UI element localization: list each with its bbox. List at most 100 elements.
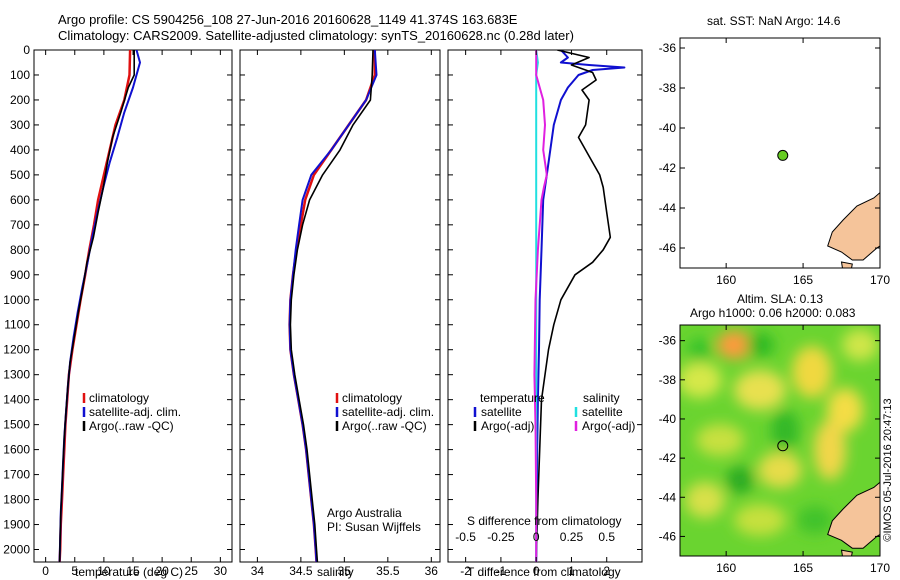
- x-tick-label: 0: [42, 564, 49, 578]
- x-tick-label: 25: [185, 564, 199, 578]
- diff-sal-argo-line: [533, 50, 548, 562]
- map-y-tick-label: -42: [659, 161, 677, 175]
- map-frame: [679, 37, 881, 269]
- map-y-tick-label: -40: [659, 412, 677, 426]
- depth-tick-label: 1300: [3, 368, 30, 382]
- depth-tick-label: 1200: [3, 343, 30, 357]
- depth-tick-label: 1800: [3, 493, 30, 507]
- top-tick-label: 0.5: [598, 530, 615, 544]
- panel-frame-salinity: [239, 49, 441, 563]
- map-y-tick-label: -38: [659, 373, 677, 387]
- map-x-tick-label: 165: [793, 561, 813, 575]
- x-tick-label: -1: [496, 564, 507, 578]
- island-polygon: [840, 261, 853, 268]
- temp-argo-line: [58, 50, 135, 562]
- series-group-temperature: [58, 50, 141, 562]
- x-tick-label: 10: [97, 564, 111, 578]
- header-line-1: Argo profile: CS 5904256_108 27-Jun-2016…: [58, 12, 518, 27]
- depth-tick-label: 900: [10, 268, 30, 282]
- x-tick-label: 36: [425, 564, 439, 578]
- depth-tick-label: 100: [10, 68, 30, 82]
- x-tick-label: 0: [533, 564, 540, 578]
- map-sst-title: sat. SST: NaN Argo: 14.6: [707, 14, 841, 28]
- depth-tick-label: 1700: [3, 468, 30, 482]
- sla-blob: [688, 338, 712, 362]
- island-polygon: [840, 549, 853, 556]
- top-tick-label: -0.5: [455, 530, 476, 544]
- sal-satellite-line: [288, 50, 378, 562]
- legend-diff-temp-argo: Argo(-adj): [481, 419, 535, 433]
- top-tick-label: 0.25: [560, 530, 584, 544]
- x-tick-label: 5: [71, 564, 78, 578]
- x-tick-label: 1: [568, 564, 575, 578]
- imos-watermark: ©IMOS 05-Jul-2016 20:47:13: [882, 398, 894, 542]
- sla-blobs: [680, 329, 878, 536]
- diff-temp-argo-line: [535, 50, 612, 562]
- sla-blob: [758, 452, 802, 488]
- credit-line-1: Argo Australia: [327, 506, 402, 520]
- x-tick-label: 15: [126, 564, 140, 578]
- sla-blob: [696, 424, 744, 456]
- sla-blob: [685, 482, 725, 518]
- land-polygon: [827, 191, 880, 261]
- x-tick-label: 35: [338, 564, 352, 578]
- legend-sal-satellite: satellite-adj. clim.: [342, 405, 435, 419]
- top-tick-label: 0: [533, 530, 540, 544]
- sla-blob: [680, 362, 722, 398]
- sla-blob: [792, 346, 832, 398]
- depth-tick-label: 400: [10, 143, 30, 157]
- x-tick-label: 35.5: [376, 564, 400, 578]
- credit-line-2: PI: Susan Wijffels: [327, 520, 421, 534]
- x-tick-label: 2: [603, 564, 610, 578]
- map-x-tick-label: 160: [716, 561, 736, 575]
- legend-temp-satellite: satellite-adj. clim.: [89, 405, 182, 419]
- depth-tick-label: 200: [10, 93, 30, 107]
- depth-tick-label: 1400: [3, 393, 30, 407]
- legend-sal-argo: Argo(..raw -QC): [342, 419, 427, 433]
- depth-tick-label: 700: [10, 218, 30, 232]
- sla-blob: [734, 370, 786, 410]
- map-y-tick-label: -36: [659, 334, 677, 348]
- sla-blob: [726, 466, 754, 494]
- temp-axis-label: temperature (deg C): [75, 565, 184, 579]
- map-land-group-1: [827, 481, 880, 556]
- legend-diff-sal-argo: Argo(-adj): [582, 419, 636, 433]
- sla-blob: [771, 410, 799, 450]
- depth-tick-label: 0: [23, 43, 30, 57]
- legend-diff-temp-head: temperature: [480, 391, 545, 405]
- depth-tick-label: 1600: [3, 443, 30, 457]
- depth-tick-label: 300: [10, 118, 30, 132]
- diff-temp-satellite-line: [535, 50, 626, 562]
- map-y-tick-label: -42: [659, 451, 677, 465]
- map-x-tick-label: 160: [716, 273, 736, 287]
- map-frame: [679, 324, 881, 557]
- x-tick-label: 30: [214, 564, 228, 578]
- depth-tick-label: 800: [10, 243, 30, 257]
- float-position-marker: [777, 440, 789, 452]
- sal-axis-label: salinity: [317, 565, 354, 579]
- x-tick-label: 34: [251, 564, 265, 578]
- map-sla-title-1: Altim. SLA: 0.13: [737, 292, 824, 306]
- depth-tick-label: 2000: [3, 543, 30, 557]
- float-position-marker: [777, 149, 789, 161]
- sla-blob: [746, 333, 774, 357]
- x-tick-label: 34.5: [289, 564, 313, 578]
- sla-blob: [827, 388, 863, 432]
- map-y-tick-label: -40: [659, 121, 677, 135]
- sla-blob: [734, 504, 786, 536]
- map-y-tick-label: -36: [659, 41, 677, 55]
- land-polygon: [827, 481, 880, 549]
- legend-diff-sal-sat: satellite: [582, 405, 623, 419]
- top-tick-label: -0.25: [487, 530, 515, 544]
- depth-tick-label: 500: [10, 168, 30, 182]
- map-sla-title-2: Argo h1000: 0.06 h2000: 0.083: [690, 306, 856, 320]
- map-y-tick-label: -44: [659, 201, 677, 215]
- depth-tick-label: 1000: [3, 293, 30, 307]
- map-y-tick-label: -46: [659, 241, 677, 255]
- sla-blob: [717, 331, 753, 359]
- diff-axis-label: T difference from climatology: [467, 565, 621, 579]
- series-group-salinity: [288, 50, 378, 562]
- legend-diff-sal-head: salinity: [583, 391, 620, 405]
- map-land-group-0: [827, 191, 880, 268]
